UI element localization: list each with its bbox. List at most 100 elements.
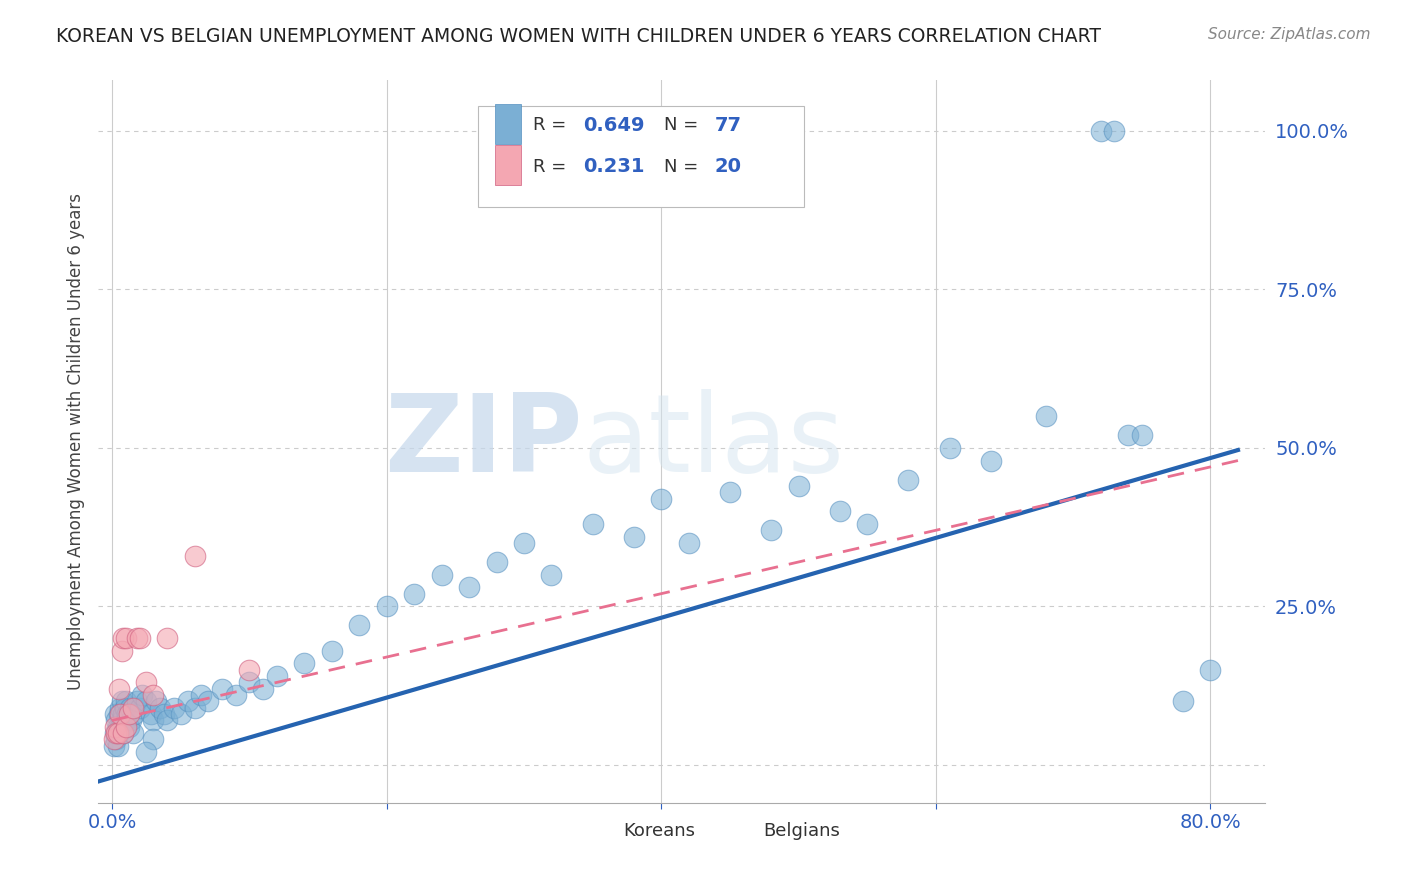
Point <box>375 599 398 614</box>
Point <box>115 631 138 645</box>
Point <box>142 688 165 702</box>
Point <box>114 720 136 734</box>
Point <box>759 523 782 537</box>
Point <box>225 688 247 702</box>
Point <box>125 631 148 645</box>
Point <box>650 491 672 506</box>
FancyBboxPatch shape <box>495 104 520 144</box>
Point <box>149 700 172 714</box>
Text: Koreans: Koreans <box>623 822 696 840</box>
Point <box>135 675 157 690</box>
Point <box>111 714 134 728</box>
Text: N =: N = <box>665 158 704 176</box>
Point <box>135 694 157 708</box>
Point <box>183 549 205 563</box>
Point <box>112 726 135 740</box>
Point <box>787 479 810 493</box>
Point <box>121 700 143 714</box>
Text: R =: R = <box>533 116 571 134</box>
Point <box>115 720 138 734</box>
Point <box>252 681 274 696</box>
Point <box>115 714 138 728</box>
Point <box>121 726 143 740</box>
Point <box>1171 694 1194 708</box>
Point <box>142 714 165 728</box>
Point <box>125 694 148 708</box>
Point <box>120 714 142 728</box>
Point <box>980 453 1002 467</box>
Point <box>107 720 129 734</box>
Point <box>513 536 536 550</box>
Point <box>156 631 179 645</box>
Point <box>142 732 165 747</box>
Point <box>108 681 131 696</box>
Point <box>112 707 135 722</box>
Point <box>292 657 315 671</box>
Point <box>103 732 125 747</box>
Point <box>266 669 288 683</box>
Point <box>238 663 260 677</box>
Point <box>145 694 167 708</box>
Point <box>115 694 138 708</box>
Point <box>153 707 176 722</box>
Point <box>128 700 150 714</box>
Point <box>122 707 145 722</box>
FancyBboxPatch shape <box>589 817 614 843</box>
Point <box>238 675 260 690</box>
Point <box>105 726 128 740</box>
Point <box>404 587 426 601</box>
Point <box>110 700 132 714</box>
Point <box>211 681 233 696</box>
Text: ZIP: ZIP <box>384 389 582 494</box>
FancyBboxPatch shape <box>728 817 754 843</box>
Text: atlas: atlas <box>582 389 845 494</box>
Point <box>856 516 879 531</box>
Text: 77: 77 <box>714 116 741 135</box>
Point <box>1090 124 1112 138</box>
Point <box>131 688 153 702</box>
Point <box>718 485 741 500</box>
FancyBboxPatch shape <box>478 105 804 207</box>
Text: 20: 20 <box>714 158 741 177</box>
Point <box>105 732 128 747</box>
Point <box>1199 663 1222 677</box>
Point <box>103 739 125 753</box>
Point <box>104 720 127 734</box>
Text: KOREAN VS BELGIAN UNEMPLOYMENT AMONG WOMEN WITH CHILDREN UNDER 6 YEARS CORRELATI: KOREAN VS BELGIAN UNEMPLOYMENT AMONG WOM… <box>56 27 1101 45</box>
Point <box>190 688 212 702</box>
Text: 0.649: 0.649 <box>582 116 644 135</box>
Point <box>176 694 198 708</box>
Text: Source: ZipAtlas.com: Source: ZipAtlas.com <box>1208 27 1371 42</box>
Point <box>485 555 508 569</box>
Text: R =: R = <box>533 158 571 176</box>
Point <box>1116 428 1139 442</box>
Point <box>582 516 605 531</box>
Point <box>112 726 135 740</box>
Point <box>110 720 132 734</box>
Point <box>118 700 141 714</box>
Text: Belgians: Belgians <box>763 822 841 840</box>
Point <box>540 567 562 582</box>
Point <box>678 536 700 550</box>
FancyBboxPatch shape <box>495 145 520 185</box>
Point <box>197 694 219 708</box>
Y-axis label: Unemployment Among Women with Children Under 6 years: Unemployment Among Women with Children U… <box>66 193 84 690</box>
Point <box>110 707 132 722</box>
Point <box>349 618 371 632</box>
Point <box>117 707 139 722</box>
Point <box>105 714 128 728</box>
Point <box>183 700 205 714</box>
Point <box>139 707 162 722</box>
Point <box>623 530 645 544</box>
Point <box>1130 428 1153 442</box>
Point <box>108 707 131 722</box>
Point <box>111 643 134 657</box>
Point <box>170 707 193 722</box>
Point <box>107 726 129 740</box>
Point <box>1104 124 1126 138</box>
Point <box>430 567 453 582</box>
Point <box>117 720 139 734</box>
Point <box>117 707 139 722</box>
Point <box>104 726 127 740</box>
Point <box>104 707 127 722</box>
